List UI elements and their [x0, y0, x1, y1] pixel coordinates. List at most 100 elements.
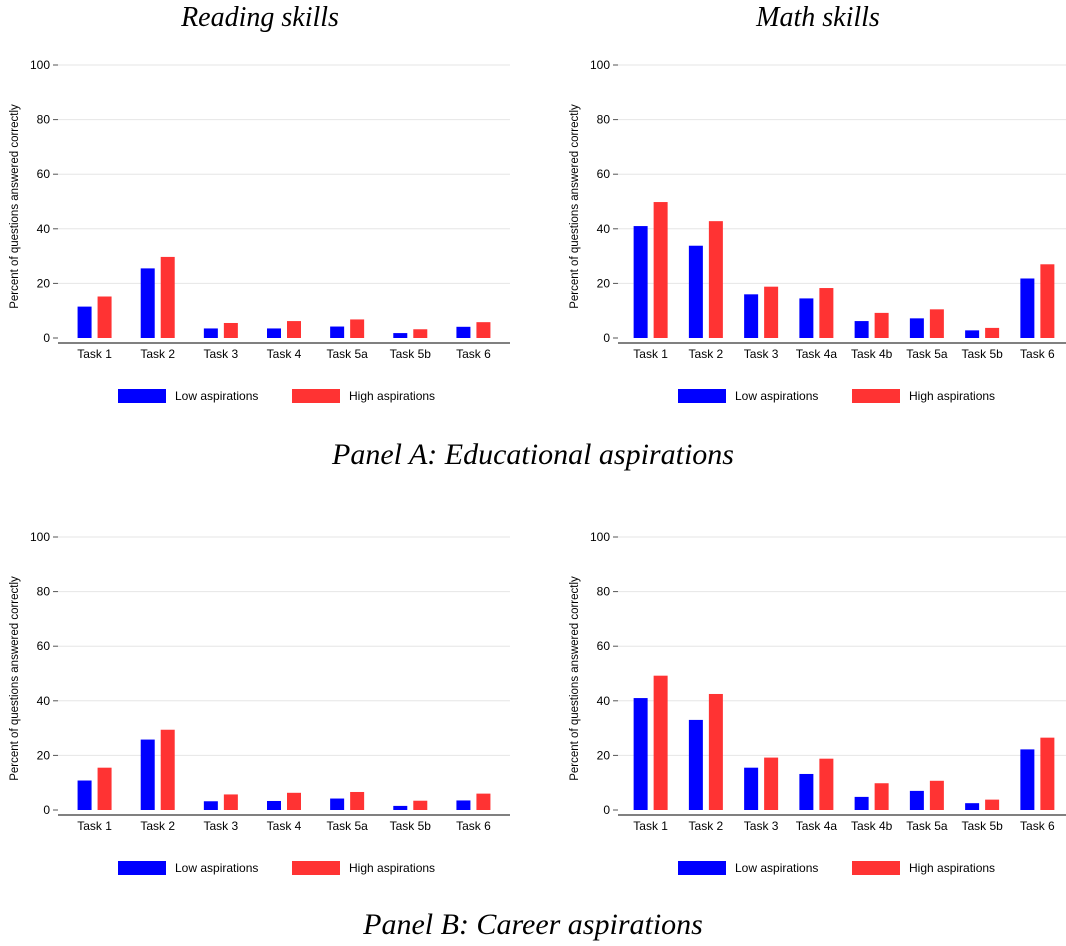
x-tick-label: Task 2	[689, 819, 724, 833]
legend-swatch-high	[292, 389, 340, 403]
bar-high	[929, 780, 944, 810]
bar-high	[708, 221, 723, 338]
legend-label: High aspirations	[349, 389, 435, 403]
x-tick-label: Task 6	[456, 347, 491, 361]
bar-low	[77, 780, 92, 810]
x-tick-label: Task 4a	[796, 347, 838, 361]
legend-label: Low aspirations	[735, 389, 818, 403]
x-tick-label: Task 4b	[851, 347, 893, 361]
panel-a-title: Panel A: Educational aspirations	[332, 438, 734, 471]
bar-low	[77, 306, 92, 338]
bar-low	[267, 800, 281, 810]
chart-svg: 0 20 40 60 80 100 Percent of questions answere…	[569, 530, 1066, 875]
y-tick-label: 40	[597, 694, 611, 708]
bar-low	[965, 803, 980, 810]
x-tick-label: Task 1	[633, 347, 668, 361]
y-axis-label: Percent of questions answered correctly	[569, 576, 581, 781]
y-tick-label: 20	[597, 748, 611, 762]
bar-high	[874, 312, 889, 338]
x-tick-label: Task 3	[204, 347, 239, 361]
y-tick-label: 60	[37, 639, 51, 653]
y-tick-label: 0	[603, 331, 610, 345]
bar-high	[160, 729, 175, 810]
legend-label: High aspirations	[909, 861, 995, 875]
x-tick-label: Task 5a	[906, 347, 948, 361]
panel-b-title: Panel B: Career aspirations	[363, 908, 703, 941]
bar-high	[287, 792, 301, 810]
bar-low	[1020, 278, 1035, 338]
bar-high	[1040, 737, 1055, 810]
chart-svg: 0 20 40 60 80 100 Percent of questions answere…	[569, 58, 1066, 403]
y-tick-label: 100	[30, 58, 50, 72]
x-tick-label: Task 2	[689, 347, 724, 361]
x-tick-label: Task 6	[1020, 347, 1055, 361]
x-tick-label: Task 2	[140, 347, 175, 361]
bar-high	[985, 327, 1000, 338]
bar-high	[97, 296, 112, 338]
x-tick-label: Task 5a	[326, 347, 368, 361]
bar-low	[965, 330, 980, 338]
legend-label: High aspirations	[909, 389, 995, 403]
x-tick-label: Task 5a	[906, 819, 948, 833]
y-tick-label: 100	[590, 530, 610, 544]
bar-high	[653, 202, 668, 338]
x-tick-label: Task 3	[204, 819, 239, 833]
y-tick-label: 100	[590, 58, 610, 72]
bar-high	[223, 794, 238, 810]
legend-swatch-low	[678, 389, 726, 403]
x-tick-label: Task 5b	[390, 819, 432, 833]
y-tick-label: 80	[37, 585, 51, 599]
y-axis-label: Percent of questions answered correctly	[9, 104, 21, 309]
y-tick-label: 20	[37, 276, 51, 290]
bar-high	[874, 783, 889, 810]
x-tick-label: Task 1	[77, 347, 112, 361]
legend-label: Low aspirations	[735, 861, 818, 875]
bar-high	[764, 757, 779, 810]
bar-low	[688, 245, 703, 338]
x-tick-label: Task 3	[744, 347, 779, 361]
bar-low	[330, 326, 345, 338]
bar-low	[330, 798, 345, 810]
bar-high	[476, 322, 491, 338]
y-tick-label: 40	[37, 694, 51, 708]
bar-low	[203, 801, 218, 810]
bar-low	[456, 326, 471, 338]
bar-low	[799, 773, 814, 810]
legend-swatch-low	[118, 389, 166, 403]
x-tick-label: Task 3	[744, 819, 779, 833]
bar-low	[909, 790, 924, 810]
legend-label: High aspirations	[349, 861, 435, 875]
y-tick-label: 60	[597, 639, 611, 653]
x-tick-label: Task 4b	[851, 819, 893, 833]
bar-low	[393, 805, 408, 810]
bar-high	[476, 793, 491, 810]
bar-low	[633, 226, 648, 338]
bar-high	[287, 321, 301, 338]
x-tick-label: Task 6	[1020, 819, 1055, 833]
bar-high	[985, 799, 1000, 810]
y-tick-label: 60	[37, 167, 51, 181]
legend-swatch-high	[852, 389, 900, 403]
y-tick-label: 80	[37, 113, 51, 127]
y-tick-label: 20	[37, 748, 51, 762]
chart-reading-educational: 0 20 40 60 80 100 Percent of questions answere…	[0, 50, 510, 420]
legend-swatch-low	[678, 861, 726, 875]
bar-high	[764, 286, 779, 338]
x-tick-label: Task 5b	[390, 347, 432, 361]
bar-low	[456, 800, 471, 810]
bar-high	[819, 758, 834, 810]
bar-low	[688, 719, 703, 810]
bar-low	[203, 328, 218, 338]
x-tick-label: Task 5b	[961, 819, 1003, 833]
y-tick-label: 0	[43, 331, 50, 345]
x-tick-label: Task 1	[633, 819, 668, 833]
bar-low	[744, 767, 759, 810]
bar-low	[854, 796, 869, 810]
x-tick-label: Task 2	[140, 819, 175, 833]
y-tick-label: 80	[597, 585, 611, 599]
legend-swatch-low	[118, 861, 166, 875]
bar-low	[1020, 749, 1035, 810]
x-tick-label: Task 1	[77, 819, 112, 833]
x-tick-label: Task 5b	[961, 347, 1003, 361]
x-tick-label: Task 4a	[796, 819, 838, 833]
